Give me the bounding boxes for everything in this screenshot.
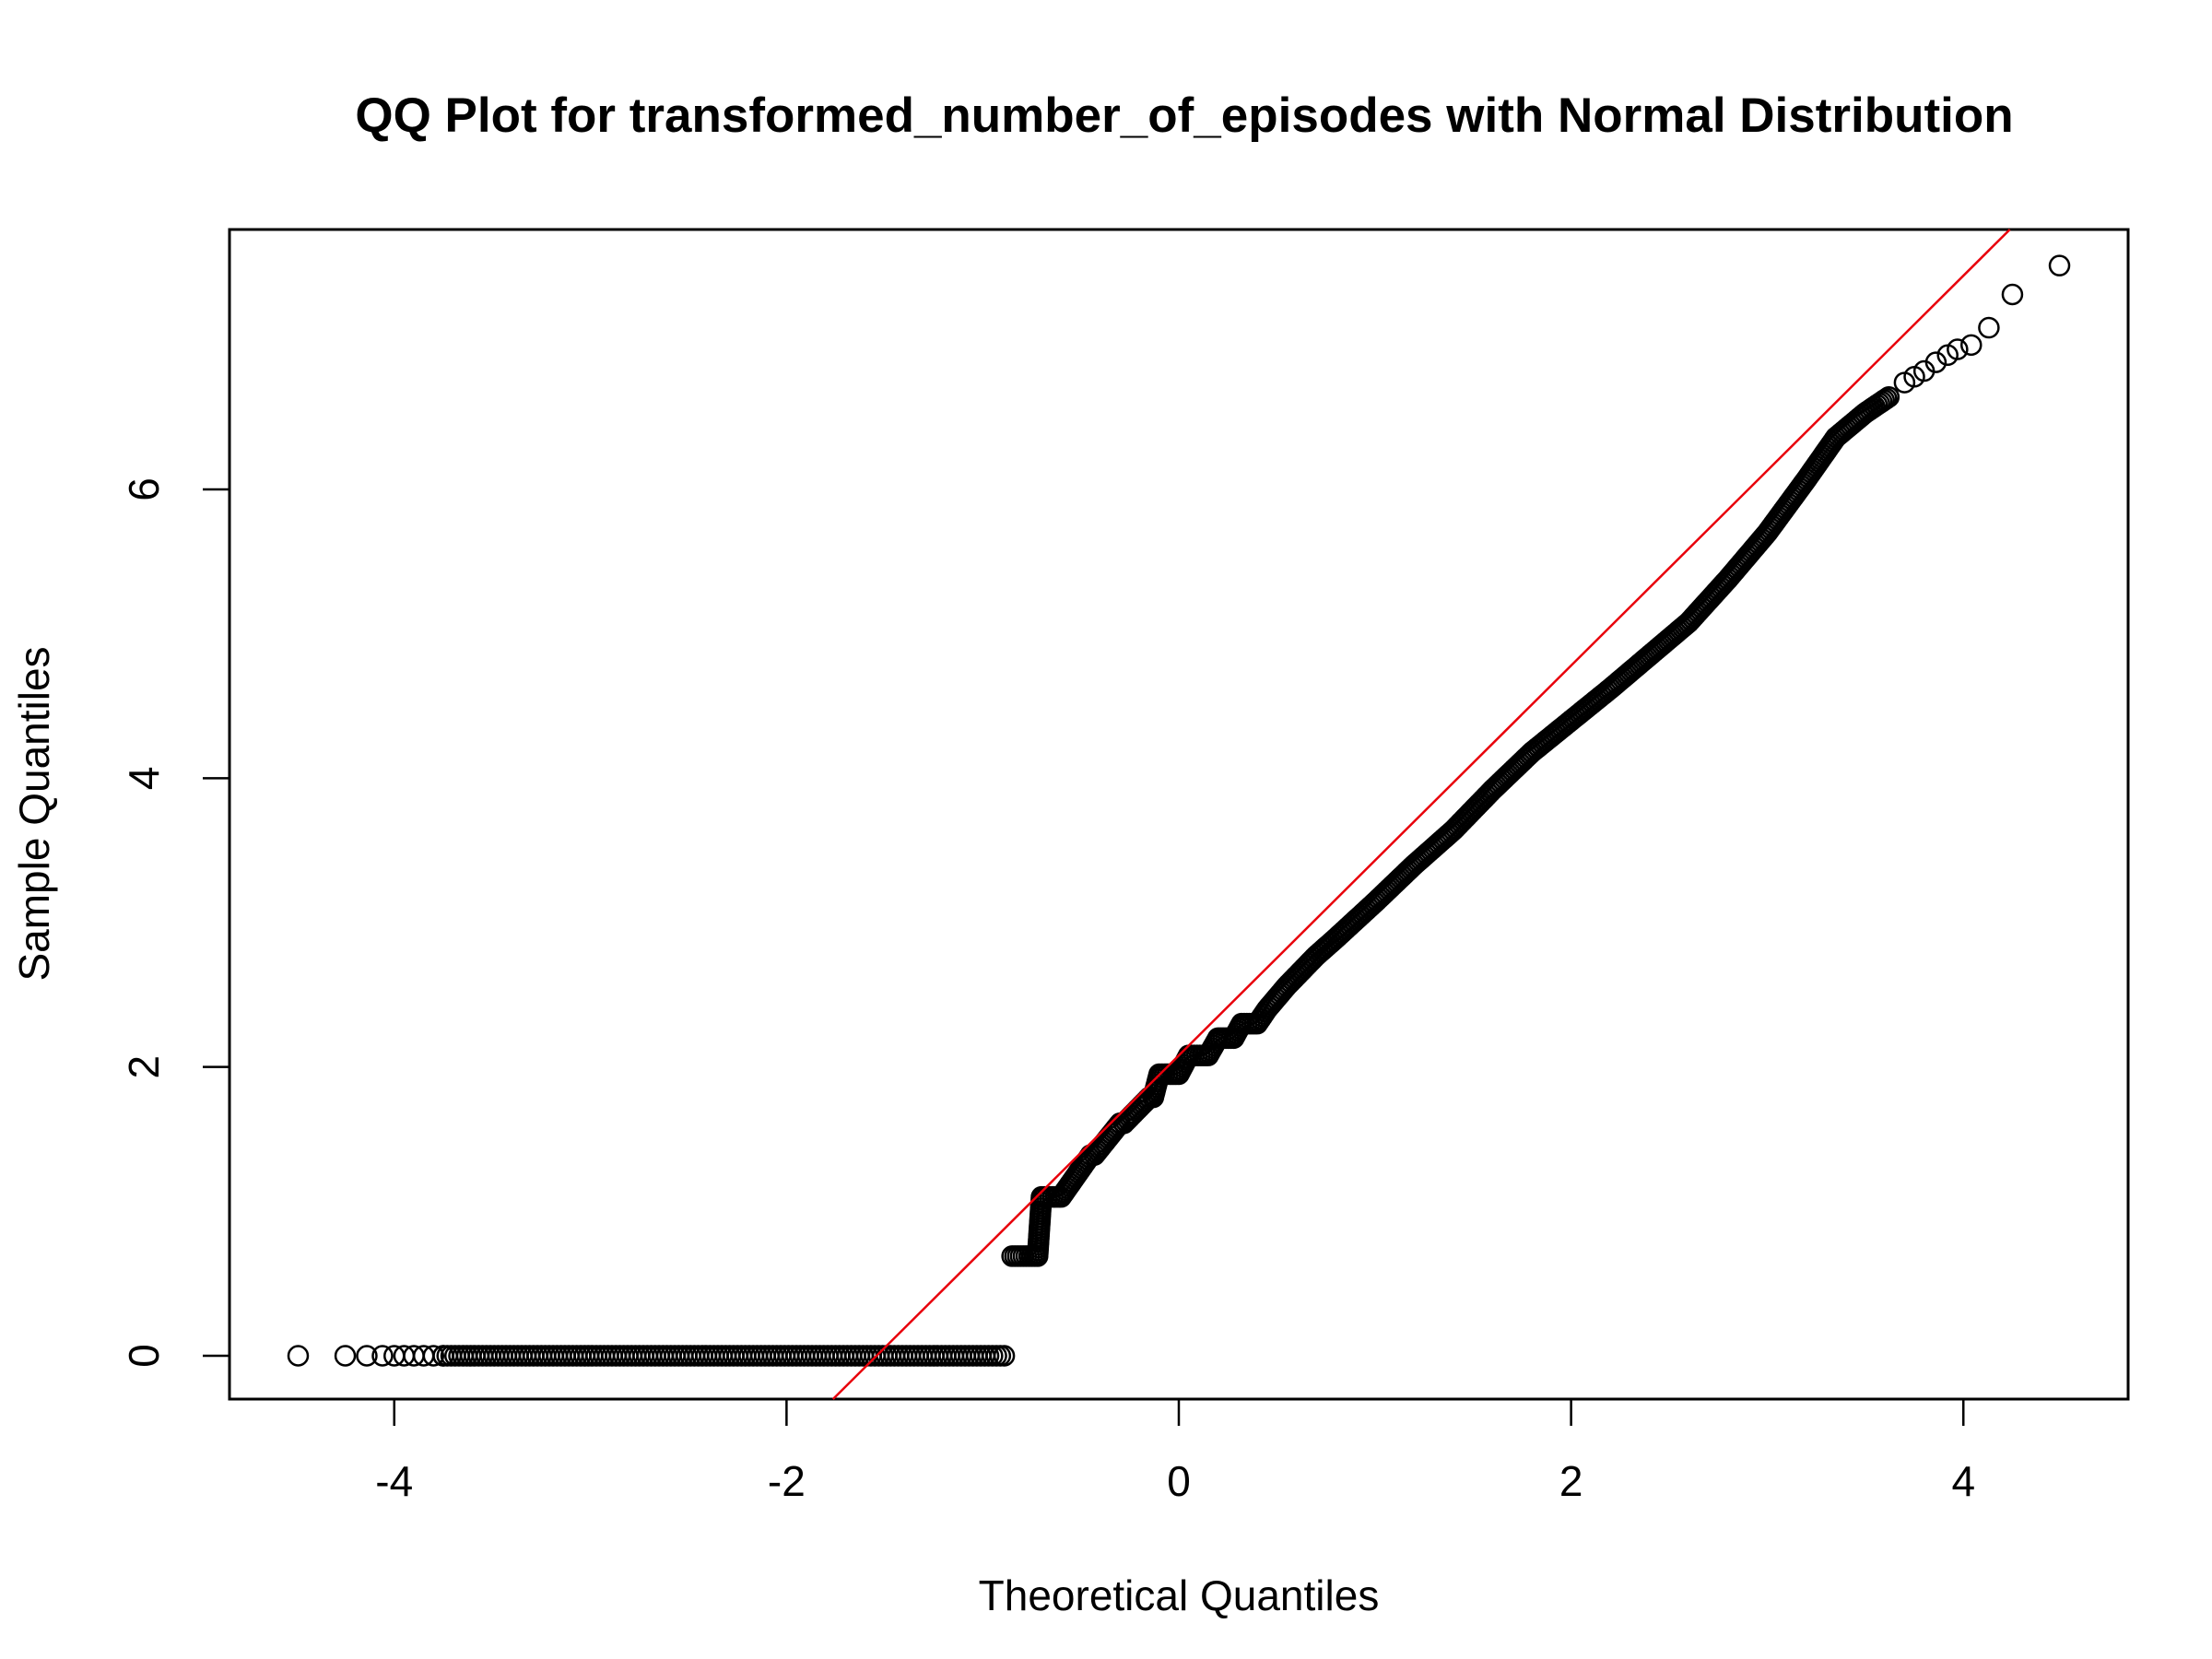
x-axis: -4 -2 0 2 4 (375, 1397, 1975, 1505)
y-tick-label: 4 (120, 767, 168, 791)
data-point (993, 1345, 1016, 1367)
data-point (1947, 338, 1969, 360)
x-axis-title: Theoretical Quantiles (979, 1571, 1380, 1619)
data-point (287, 1345, 310, 1367)
data-point (1130, 1094, 1153, 1116)
x-tick-label: -2 (768, 1457, 806, 1505)
data-point (1873, 389, 1896, 411)
y-tick-label: 0 (120, 1344, 168, 1368)
data-point (1876, 387, 1898, 410)
data-points (287, 254, 2071, 1367)
x-tick-label: -4 (375, 1457, 413, 1505)
data-point (1978, 316, 2000, 339)
data-point (2048, 254, 2071, 276)
y-axis-title: Sample Quantiles (10, 646, 58, 981)
data-point (334, 1345, 357, 1367)
data-point (1924, 351, 1947, 373)
x-tick-label: 0 (1167, 1457, 1191, 1505)
x-tick-label: 4 (1951, 1457, 1975, 1505)
data-point (371, 1345, 394, 1367)
plot-frame (228, 228, 2130, 1401)
y-tick-label: 2 (120, 1055, 168, 1079)
data-point (422, 1345, 445, 1367)
data-point (2001, 283, 2024, 306)
y-axis: 0 2 4 6 (120, 477, 231, 1368)
data-point (1877, 385, 1900, 408)
y-tick-label: 6 (120, 477, 168, 501)
x-tick-label: 2 (1559, 1457, 1583, 1505)
data-point (356, 1345, 378, 1367)
data-point (1960, 334, 1983, 357)
reference-line (831, 229, 2011, 1400)
chart-title: QQ Plot for transformed_number_of_episod… (355, 88, 2013, 143)
